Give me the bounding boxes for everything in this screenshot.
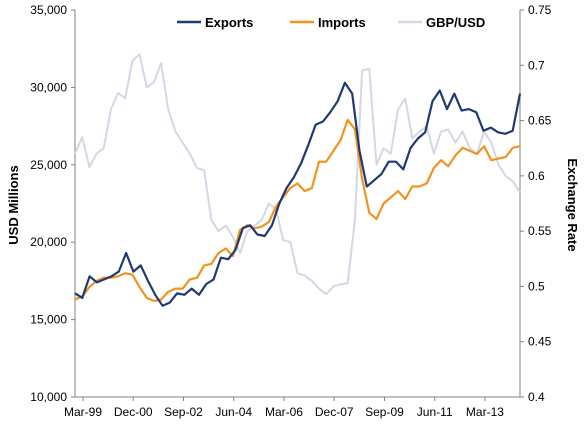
left-tick-label: 25,000 [30,158,67,172]
right-tick-label: 0.5 [528,279,545,293]
x-tick-label: Mar-13 [466,405,504,419]
series-line-imports [74,118,521,303]
y-left-axis-title: USD Millions [6,165,21,244]
x-tick-label: Dec-07 [315,405,354,419]
x-tick-label: Dec-00 [114,405,153,419]
right-tick-label: 0.65 [528,114,552,128]
legend-label: GBP/USD [426,15,485,30]
x-tick-label: Mar-99 [64,405,102,419]
legend-label: Imports [318,15,366,30]
x-tick-label: Sep-09 [365,405,404,419]
legend-label: Exports [205,15,253,30]
left-tick-label: 10,000 [30,390,67,404]
x-tick-label: Jun-11 [417,405,453,419]
right-tick-label: 0.6 [528,169,545,183]
left-tick-label: 15,000 [30,313,67,327]
right-tick-label: 0.7 [528,58,545,72]
right-tick-label: 0.4 [528,390,545,404]
right-tick-label: 0.45 [528,335,552,349]
x-tick-label: Mar-06 [265,405,303,419]
x-tick-label: Sep-02 [164,405,203,419]
right-axis-ticks: 0.4 0.45 0.5 0.55 0.6 0.65 0.7 0.75 [520,3,552,404]
series-lines [74,53,522,307]
left-axis-ticks: 10,000 15,000 20,000 25,000 30,000 35,000 [30,3,75,404]
left-tick-label: 30,000 [30,80,67,94]
right-tick-label: 0.75 [528,3,552,17]
series-line-exports [74,81,522,307]
x-tick-label: Jun-04 [215,405,252,419]
x-axis-ticks: Mar-99 Dec-00 Sep-02 Jun-04 Mar-06 Dec-07 Sep-… [64,397,504,419]
y-right-axis-title: Exchange Rate [565,158,580,251]
left-tick-label: 20,000 [30,235,67,249]
right-tick-label: 0.55 [528,224,552,238]
left-tick-label: 35,000 [30,3,67,17]
legend: Exports Imports GBP/USD [177,15,485,30]
series-line-gbp-usd [74,53,521,296]
